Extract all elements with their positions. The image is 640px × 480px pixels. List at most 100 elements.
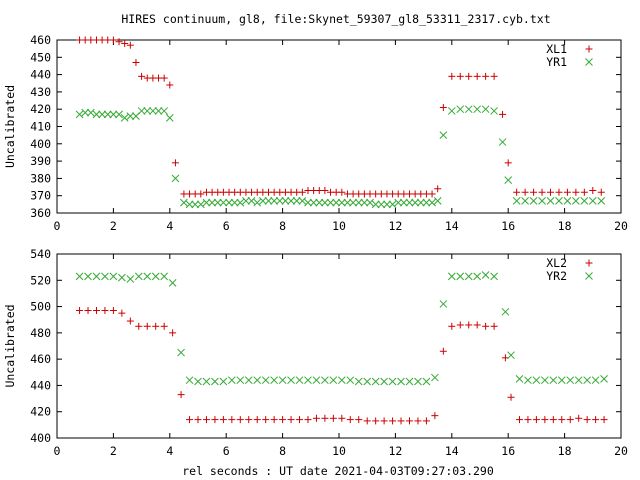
data-point [592, 416, 600, 424]
legend-label: XL1 [546, 42, 567, 56]
data-point [499, 110, 507, 118]
y-tick-label: 370 [30, 189, 51, 203]
x-tick-label: 12 [388, 444, 402, 458]
data-point [120, 113, 129, 122]
data-point [101, 307, 109, 315]
data-point [549, 376, 558, 385]
x-tick-label: 10 [332, 444, 346, 458]
data-point [208, 198, 216, 207]
data-point [555, 188, 563, 196]
data-point [171, 174, 180, 183]
data-point [287, 416, 295, 424]
data-point [143, 272, 152, 281]
data-point [346, 376, 355, 385]
data-point [490, 72, 498, 80]
data-point [202, 198, 211, 207]
data-point [152, 322, 160, 330]
data-point [448, 322, 456, 330]
data-point [177, 348, 185, 357]
data-point [349, 198, 357, 207]
data-point [143, 107, 152, 115]
data-point [422, 198, 431, 207]
data-point [360, 198, 369, 207]
chart-title: HIRES continuum, gl8, file:Skynet_59307_… [121, 12, 550, 26]
data-point [566, 376, 575, 385]
data-point [115, 38, 123, 46]
data-point [143, 322, 151, 330]
x-tick-label: 18 [558, 444, 572, 458]
data-point [563, 188, 571, 196]
data-point [121, 39, 129, 47]
plot-frame [56, 253, 622, 439]
data-point [194, 416, 202, 424]
data-point [134, 272, 143, 281]
data-point [597, 188, 605, 196]
data-point [371, 377, 380, 386]
y-tick-label: 460 [30, 33, 51, 47]
data-point [363, 377, 372, 386]
data-point [337, 376, 346, 385]
data-point [588, 197, 597, 205]
data-point [244, 376, 253, 385]
data-point [481, 271, 490, 279]
data-point [383, 200, 391, 209]
data-point [270, 376, 278, 385]
data-point [405, 198, 414, 207]
legend-marker [585, 45, 593, 53]
data-point [338, 188, 346, 196]
x-tick-label: 12 [388, 219, 402, 233]
data-point [245, 416, 253, 424]
x-tick-label: 20 [614, 444, 628, 458]
data-point [354, 198, 363, 207]
data-point [103, 110, 112, 119]
data-point [177, 391, 185, 399]
data-point [160, 272, 169, 281]
data-point [109, 36, 117, 44]
data-point [541, 416, 549, 424]
data-point [563, 197, 572, 205]
data-point [439, 300, 448, 308]
x-tick-label: 8 [279, 444, 286, 458]
data-point [135, 322, 143, 330]
data-point [115, 110, 123, 119]
data-point [304, 376, 312, 385]
data-point [521, 188, 529, 196]
data-point [482, 322, 490, 330]
data-point [287, 376, 295, 385]
data-point [126, 41, 134, 49]
data-point [154, 107, 163, 115]
data-point [126, 317, 134, 325]
y-tick-label: 450 [30, 50, 51, 64]
data-point [465, 321, 473, 329]
data-point [512, 197, 521, 205]
y-tick-label: 390 [30, 154, 51, 168]
y-tick-label: 500 [30, 300, 51, 314]
data-point [600, 416, 608, 424]
data-point [168, 279, 177, 287]
data-point [482, 72, 490, 80]
data-point [380, 377, 388, 386]
series-yr1 [75, 105, 606, 209]
y-tick-label: 460 [30, 352, 51, 366]
data-point [84, 307, 92, 315]
data-point [397, 377, 405, 386]
x-tick-label: 14 [445, 219, 459, 233]
data-point [481, 105, 490, 114]
data-point [377, 200, 386, 209]
data-point [219, 416, 227, 424]
data-point [191, 200, 200, 209]
y-tick-label: 440 [30, 378, 51, 392]
data-point [583, 376, 592, 385]
y-tick-label: 430 [30, 85, 51, 99]
data-point [109, 272, 118, 281]
data-point [538, 197, 546, 205]
y-tick-label: 360 [30, 206, 51, 220]
data-point [572, 197, 580, 205]
x-tick-label: 4 [166, 444, 173, 458]
data-point [321, 187, 329, 195]
data-point [312, 376, 321, 385]
data-point [447, 272, 456, 281]
data-point [541, 376, 549, 385]
data-point [589, 187, 597, 195]
data-point [219, 198, 228, 207]
